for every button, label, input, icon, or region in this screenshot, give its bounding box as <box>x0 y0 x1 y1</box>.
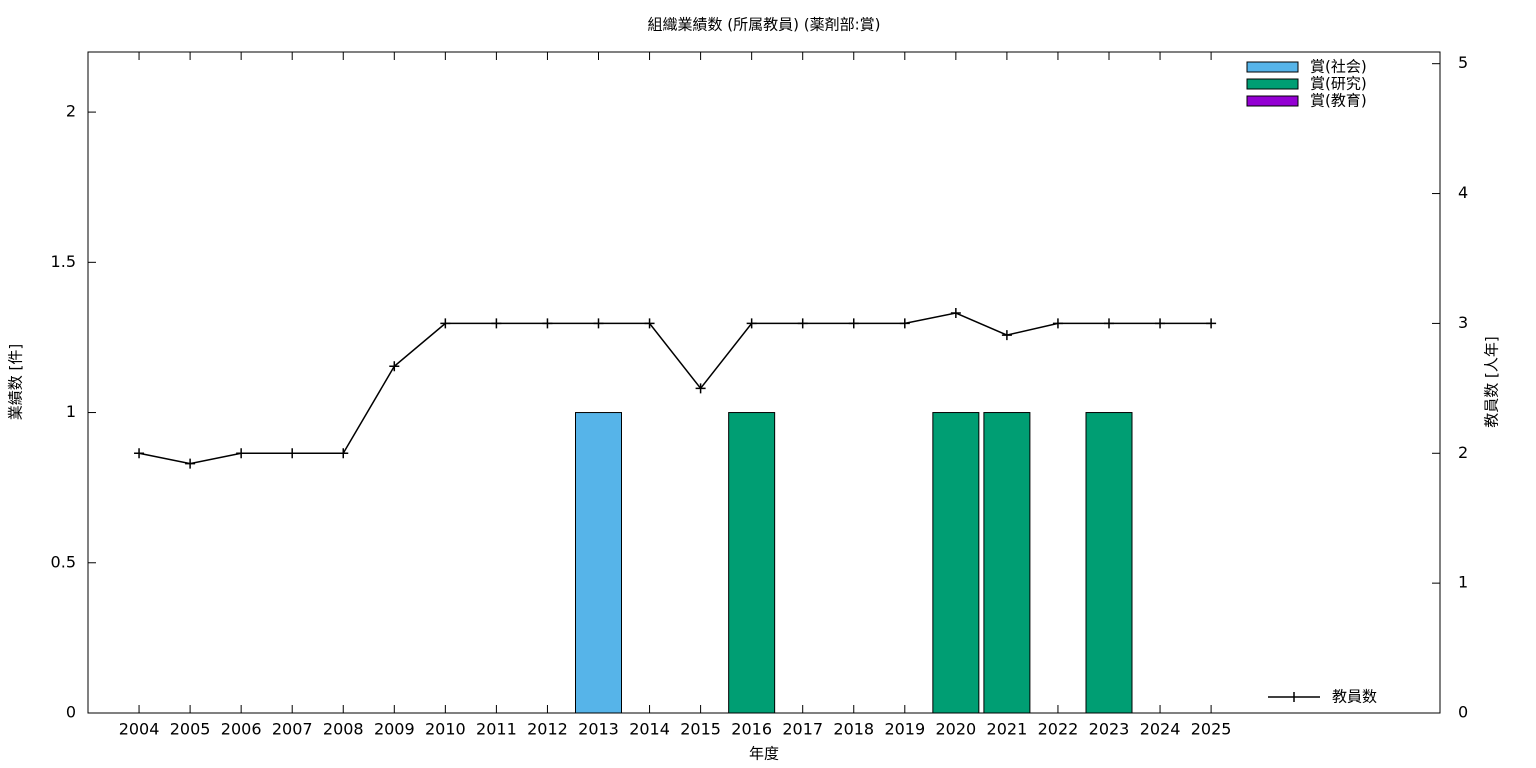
point-marker <box>1104 318 1114 329</box>
point-marker <box>134 448 145 459</box>
x-tick-label: 2004 <box>119 720 160 739</box>
legend-label: 賞(研究) <box>1310 75 1367 93</box>
bar <box>728 412 776 714</box>
point-marker <box>1206 318 1217 329</box>
legend-swatch <box>1246 61 1299 73</box>
point-marker <box>338 448 349 459</box>
point-marker <box>899 318 910 329</box>
point-marker <box>542 318 553 329</box>
x-tick-label: 2016 <box>731 720 772 739</box>
x-tick-label: 2023 <box>1089 720 1130 739</box>
x-tick-label: 2020 <box>935 720 976 739</box>
point-marker <box>491 318 502 329</box>
x-tick-label: 2019 <box>884 720 925 739</box>
y-tick-label: 2 <box>66 102 76 121</box>
bar <box>932 412 980 714</box>
point-marker <box>644 318 655 329</box>
x-tick-label: 2005 <box>170 720 211 739</box>
point-marker <box>848 318 859 329</box>
x-tick-label: 2012 <box>527 720 568 739</box>
y-tick-label: 1.5 <box>51 252 76 271</box>
x-tick-label: 2018 <box>833 720 874 739</box>
x-tick-label: 2025 <box>1191 720 1232 739</box>
bar <box>1085 412 1133 714</box>
x-tick-label: 2007 <box>272 720 313 739</box>
y2-tick-label: 1 <box>1458 573 1468 592</box>
x-tick-label: 2024 <box>1140 720 1181 739</box>
x-axis-label: 年度 <box>749 745 779 763</box>
legend-swatch <box>1246 95 1299 107</box>
x-tick-label: 2010 <box>425 720 466 739</box>
x-tick-label: 2013 <box>578 720 619 739</box>
point-marker <box>797 318 808 329</box>
x-tick-label: 2006 <box>221 720 262 739</box>
point-marker <box>746 318 757 329</box>
x-tick-label: 2009 <box>374 720 415 739</box>
y2-tick-label: 0 <box>1458 703 1468 722</box>
x-tick-label: 2015 <box>680 720 721 739</box>
point-marker <box>389 361 400 372</box>
point-marker <box>593 318 604 329</box>
point-marker <box>950 308 961 319</box>
x-tick-label: 2022 <box>1038 720 1079 739</box>
point-marker <box>185 458 196 469</box>
legend-label: 賞(社会) <box>1310 58 1367 76</box>
chart-title: 組織業績数 (所属教員) (薬剤部:賞) <box>648 16 881 34</box>
y-tick-label: 1 <box>66 402 76 421</box>
bar <box>983 412 1031 714</box>
point-marker <box>1155 318 1166 329</box>
x-tick-label: 2017 <box>782 720 823 739</box>
point-marker <box>1001 330 1012 341</box>
y-tick-label: 0 <box>66 703 76 722</box>
y2-tick-label: 5 <box>1458 53 1468 72</box>
y-axis-label: 業績数 [件] <box>7 344 25 420</box>
legend-label: 賞(教育) <box>1310 92 1367 110</box>
x-tick-label: 2008 <box>323 720 364 739</box>
bar <box>575 412 622 714</box>
y-tick-label: 0.5 <box>51 552 76 571</box>
point-marker <box>695 383 706 394</box>
y2-tick-label: 2 <box>1458 443 1468 462</box>
point-marker <box>440 318 451 329</box>
point-marker <box>236 448 247 459</box>
y2-tick-label: 4 <box>1458 183 1468 202</box>
x-tick-label: 2011 <box>476 720 517 739</box>
x-tick-label: 2021 <box>987 720 1028 739</box>
point-marker <box>1052 318 1063 329</box>
y2-axis-label: 教員数 [人年] <box>1483 336 1501 427</box>
line <box>138 312 1212 465</box>
legend-swatch <box>1246 78 1299 90</box>
y2-tick-label: 3 <box>1458 313 1468 332</box>
legend-label: 教員数 <box>1332 688 1377 706</box>
x-tick-label: 2014 <box>629 720 670 739</box>
point-marker <box>287 448 298 459</box>
